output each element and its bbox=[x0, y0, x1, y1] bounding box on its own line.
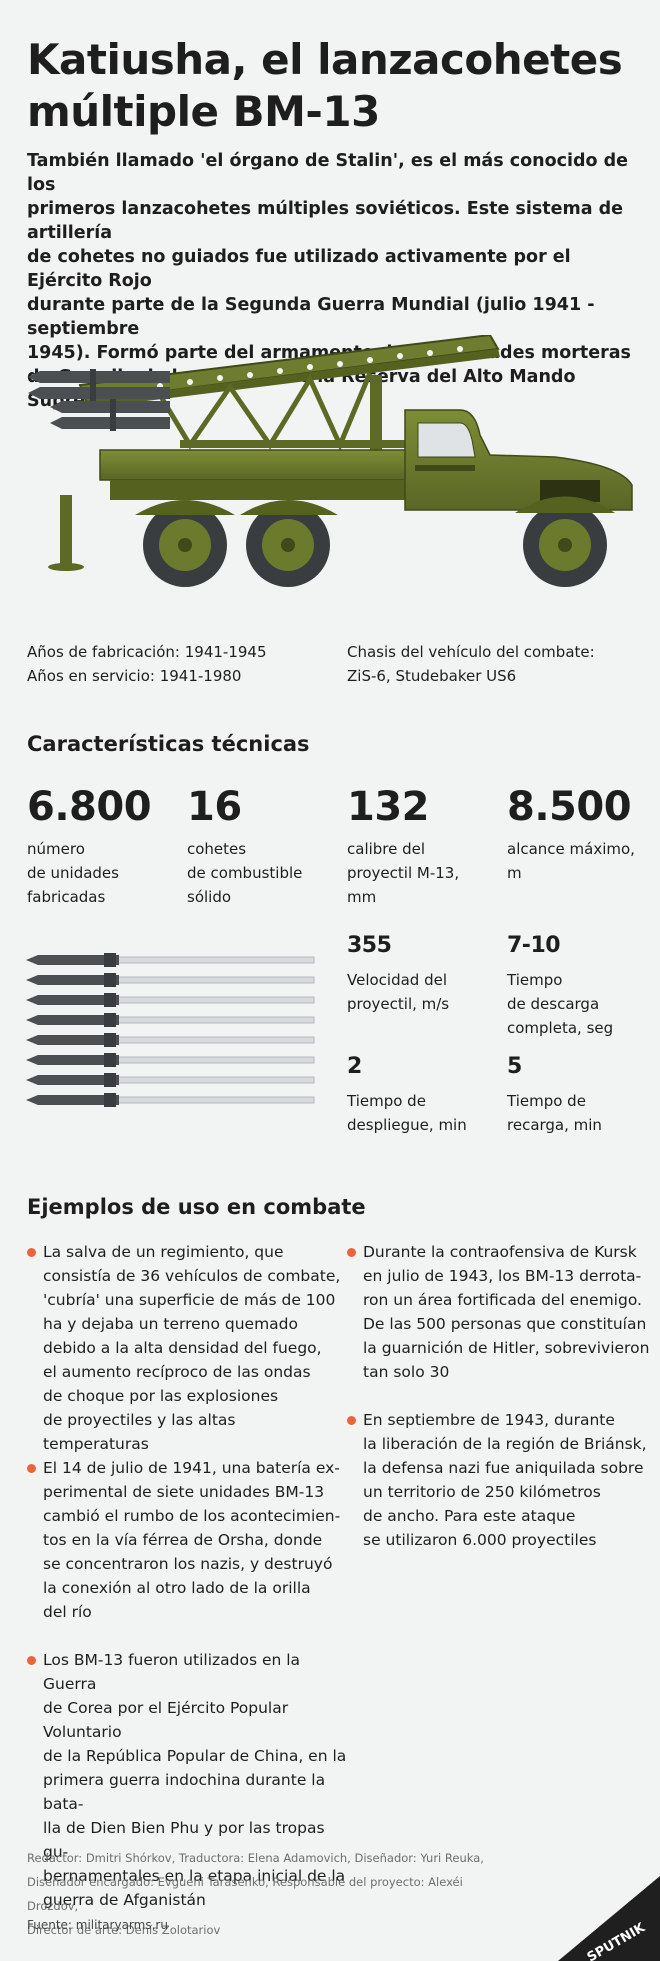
rocket-row bbox=[26, 973, 315, 987]
truck-body bbox=[48, 409, 633, 571]
service-years: Años en servicio: 1941-1980 bbox=[27, 667, 242, 685]
stat-deploy-time: 2 Tiempo de despliegue, min bbox=[347, 1053, 487, 1137]
stat-value: 5 bbox=[507, 1054, 522, 1079]
rocket-row bbox=[26, 1053, 315, 1067]
example-item: Durante la contraofensiva de Kursk en jul… bbox=[347, 1240, 653, 1384]
stat-salvo-time: 7-10 Tiempo de descarga completa, seg bbox=[507, 932, 647, 1040]
chassis-info: Chasis del vehículo del combate: ZiS-6, … bbox=[347, 640, 595, 688]
bullet-icon bbox=[347, 1416, 356, 1425]
rocket-row bbox=[26, 953, 315, 967]
stat-value: 16 bbox=[187, 784, 242, 830]
service-info: Años de fabricación: 1941-1945 Años en s… bbox=[27, 640, 267, 688]
stat-value: 6.800 bbox=[27, 784, 152, 830]
stat-label: número de unidades fabricadas bbox=[27, 840, 119, 906]
bullet-icon bbox=[27, 1248, 36, 1257]
example-text: El 14 de julio de 1941, una batería ex-p… bbox=[43, 1459, 341, 1621]
stat-label: alcance máximo, m bbox=[507, 840, 635, 882]
rocket-row bbox=[26, 993, 315, 1007]
stat-value: 7-10 bbox=[507, 933, 561, 958]
bullet-icon bbox=[27, 1464, 36, 1473]
stat-velocity: 355 Velocidad del proyectil, m/s bbox=[347, 932, 487, 1016]
rocket-row bbox=[26, 1093, 315, 1107]
chassis-label: Chasis del vehículo del combate: bbox=[347, 643, 595, 661]
bullet-icon bbox=[347, 1248, 356, 1257]
stat-value: 132 bbox=[347, 784, 430, 830]
example-text: Los BM-13 fueron utilizados en la Guerra… bbox=[43, 1651, 347, 1909]
intro-line: durante parte de la Segunda Guerra Mundi… bbox=[27, 295, 595, 339]
rocket-row bbox=[26, 1013, 315, 1027]
credits-line: Director de arte: Denís Zolotariov bbox=[27, 1923, 221, 1937]
stat-label: Tiempo de recarga, min bbox=[507, 1092, 602, 1134]
production-years: Años de fabricación: 1941-1945 bbox=[27, 643, 267, 661]
stat-caliber: 132 calibre del proyectil M-13, mm bbox=[347, 785, 487, 909]
rockets-on-rails bbox=[28, 369, 170, 431]
intro-line: de cohetes no guiados fue utilizado acti… bbox=[27, 247, 571, 291]
example-text: En septiembre de 1943, durante la liberac… bbox=[363, 1411, 647, 1549]
example-item: Los BM-13 fueron utilizados en la Guerra… bbox=[27, 1648, 353, 1912]
specs-heading: Características técnicas bbox=[27, 732, 310, 756]
page-title: Katiusha, el lanzacohetes múltiple BM-13 bbox=[27, 34, 627, 138]
sputnik-logo: SPUTNIK bbox=[558, 1876, 660, 1961]
intro-line: primeros lanzacohetes múltiples soviétic… bbox=[27, 199, 624, 243]
example-item: En septiembre de 1943, durante la liberac… bbox=[347, 1408, 653, 1552]
rocket-row bbox=[26, 1033, 315, 1047]
stat-label: calibre del proyectil M-13, mm bbox=[347, 840, 460, 906]
bullet-icon bbox=[27, 1656, 36, 1665]
example-text: La salva de un regimiento, que consistía … bbox=[43, 1243, 341, 1453]
rockets-illustration bbox=[26, 953, 315, 1107]
stat-label: cohetes de combustible sólido bbox=[187, 840, 303, 906]
stat-label: Velocidad del proyectil, m/s bbox=[347, 971, 450, 1013]
example-text: Durante la contraofensiva de Kursk en jul… bbox=[363, 1243, 650, 1381]
credits-line: Diseñador encargado: Evgueni Tarasenko, … bbox=[27, 1875, 463, 1913]
stat-label: Tiempo de despliegue, min bbox=[347, 1092, 467, 1134]
credits-line: Redactor: Dmitri Shórkov, Traductora: El… bbox=[27, 1851, 484, 1865]
source-text: Fuente: militaryarms.ru bbox=[27, 1918, 168, 1932]
chassis-value: ZiS-6, Studebaker US6 bbox=[347, 667, 517, 685]
katiusha-truck-illustration bbox=[28, 335, 633, 587]
intro-line: También llamado 'el órgano de Stalin', e… bbox=[27, 151, 629, 195]
stat-value: 355 bbox=[347, 933, 392, 958]
stat-label: Tiempo de descarga completa, seg bbox=[507, 971, 614, 1037]
examples-heading: Ejemplos de uso en combate bbox=[27, 1195, 366, 1219]
example-item: El 14 de julio de 1941, una batería ex-p… bbox=[27, 1456, 343, 1624]
stat-value: 8.500 bbox=[507, 784, 632, 830]
stat-value: 2 bbox=[347, 1054, 362, 1079]
stat-max-range: 8.500 alcance máximo, m bbox=[507, 785, 647, 885]
title-line-1: Katiusha, el lanzacohetes bbox=[27, 35, 623, 84]
title-line-2: múltiple BM-13 bbox=[27, 87, 380, 136]
rocket-row bbox=[26, 1073, 315, 1087]
stat-rockets: 16 cohetes de combustible sólido bbox=[187, 785, 327, 909]
credits: Redactor: Dmitri Shórkov, Traductora: El… bbox=[27, 1846, 497, 1942]
example-item: La salva de un regimiento, que consistía … bbox=[27, 1240, 343, 1456]
truck-wheels bbox=[135, 496, 615, 587]
stat-units-built: 6.800 número de unidades fabricadas bbox=[27, 785, 167, 909]
stat-reload-time: 5 Tiempo de recarga, min bbox=[507, 1053, 647, 1137]
